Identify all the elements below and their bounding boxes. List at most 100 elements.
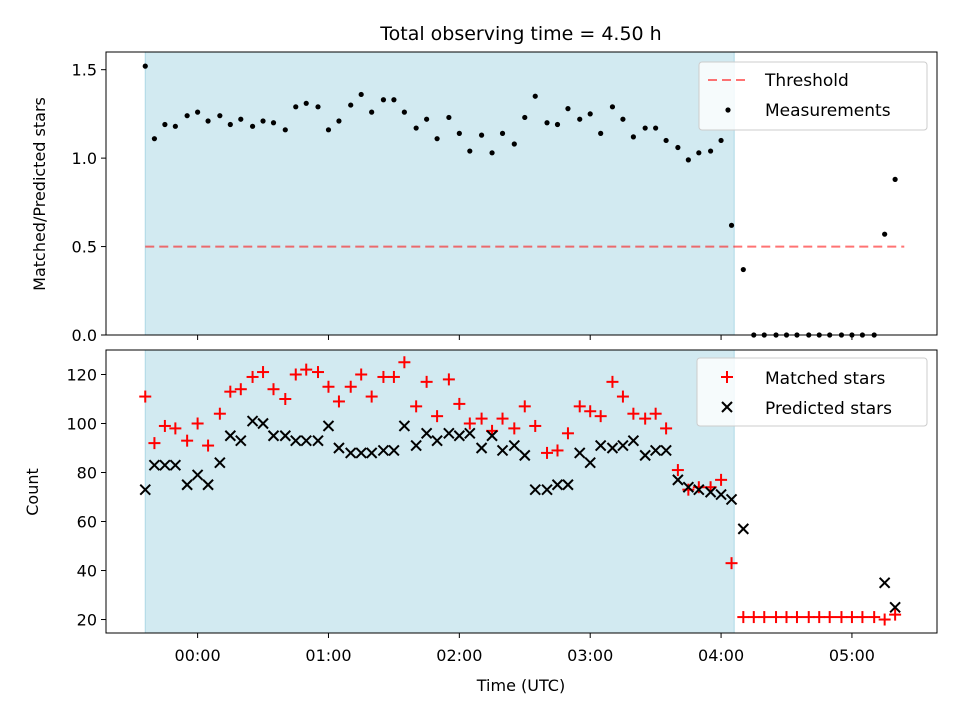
predicted-marker-b bbox=[431, 434, 443, 447]
top-y-tick-label: 1.5 bbox=[72, 61, 97, 80]
measurement-point bbox=[227, 121, 233, 128]
matched-star-marker bbox=[692, 481, 705, 494]
matched-star-marker bbox=[191, 417, 204, 430]
matched-star-marker bbox=[627, 407, 640, 420]
predicted-star-marker bbox=[159, 459, 171, 471]
matched-star-marker bbox=[541, 446, 554, 459]
measurement-point bbox=[478, 132, 485, 138]
predicted-star-marker bbox=[486, 430, 498, 442]
matched-star-marker bbox=[802, 611, 815, 624]
measurement-point bbox=[467, 148, 473, 154]
matched-star-marker bbox=[606, 375, 619, 388]
matched-star-marker bbox=[453, 397, 466, 410]
predicted-marker-b bbox=[267, 430, 280, 442]
measurement-point bbox=[532, 93, 538, 99]
matched-star-marker bbox=[410, 400, 423, 413]
matched-star-marker bbox=[224, 385, 237, 398]
matched-star-marker bbox=[442, 373, 455, 386]
bottom-y-axis-label: Count bbox=[23, 468, 42, 516]
predicted-star-marker bbox=[333, 442, 345, 454]
measurement-point bbox=[162, 121, 168, 128]
measurement-point bbox=[303, 100, 309, 106]
measurement-point bbox=[740, 266, 746, 273]
measurement-point bbox=[685, 157, 691, 163]
matched-star-marker bbox=[573, 400, 586, 413]
predicted-star-marker bbox=[496, 444, 509, 457]
top-panel: 0.0 0.5 1.0 1.5 Matched/Predicted stars Thr… bbox=[30, 51, 938, 345]
measurement-point bbox=[892, 176, 898, 182]
predicted-star-marker bbox=[574, 447, 586, 459]
predicted-star-marker bbox=[202, 479, 214, 491]
matched-star-marker bbox=[529, 419, 542, 432]
measurements-legend-swatch bbox=[725, 107, 731, 113]
matched-star-marker bbox=[377, 370, 390, 383]
top-x-ticks bbox=[197, 335, 853, 340]
measurement-point bbox=[293, 104, 299, 110]
predicted-marker-b bbox=[889, 601, 901, 613]
predicted-star-marker bbox=[214, 457, 226, 469]
predicted-star-marker bbox=[639, 449, 651, 462]
predicted-star-marker bbox=[443, 427, 455, 440]
predicted-star-marker bbox=[606, 442, 619, 454]
predicted-marker-b bbox=[660, 444, 672, 457]
predicted-star-marker bbox=[312, 434, 324, 447]
measurement-point bbox=[380, 97, 387, 103]
matched-star-marker bbox=[463, 417, 476, 430]
predicted-marker-b bbox=[649, 444, 662, 457]
measurement-point bbox=[456, 130, 462, 136]
predicted-marker-b bbox=[715, 488, 727, 501]
bottom-x-ticks: 00:00 01:00 02:00 03:00 04:00 05:00 bbox=[175, 633, 875, 665]
matched-star-marker bbox=[649, 407, 662, 420]
matched-star-marker bbox=[780, 611, 793, 624]
top-legend: Threshold Measurements bbox=[698, 61, 928, 131]
predicted-marker-b bbox=[541, 483, 553, 496]
predicted-star-marker bbox=[737, 523, 750, 535]
predicted-marker-b bbox=[159, 459, 171, 471]
measurement-point bbox=[598, 130, 604, 136]
matched-star-marker bbox=[594, 410, 607, 423]
measurement-point bbox=[238, 116, 244, 122]
measurement-point bbox=[325, 127, 332, 133]
matched-star-marker bbox=[322, 380, 335, 393]
matched-star-marker bbox=[169, 422, 182, 435]
measurement-point bbox=[348, 102, 354, 108]
matched-star-marker bbox=[508, 422, 521, 435]
top-legend-box bbox=[698, 61, 928, 131]
predicted-marker-b bbox=[443, 427, 455, 440]
predicted-star-marker bbox=[594, 439, 607, 452]
matched-legend-label: Matched stars bbox=[765, 369, 885, 389]
matched-star-marker bbox=[561, 427, 574, 440]
matched-star-marker bbox=[823, 611, 836, 624]
predicted-star-marker bbox=[235, 434, 247, 447]
measurement-point bbox=[544, 120, 550, 126]
predicted-star-marker bbox=[551, 479, 564, 491]
predicted-star-marker bbox=[345, 447, 357, 459]
predicted-star-marker bbox=[453, 430, 466, 442]
measurement-point bbox=[489, 150, 495, 156]
measurement-point bbox=[675, 144, 681, 151]
predicted-marker-b bbox=[191, 469, 204, 481]
measurement-point bbox=[391, 97, 397, 103]
top-y-ticks: 0.0 0.5 1.0 1.5 bbox=[72, 61, 106, 345]
bottom-y-tick-label: 60 bbox=[77, 513, 97, 532]
predicted-star-marker bbox=[475, 442, 488, 454]
predicted-marker-b bbox=[312, 434, 324, 447]
predicted-star-marker bbox=[181, 479, 193, 491]
predicted-marker-b bbox=[574, 447, 586, 459]
x-tick-label: 02:00 bbox=[436, 646, 482, 665]
predicted-marker-b bbox=[345, 447, 357, 459]
predicted-star-marker bbox=[704, 486, 717, 498]
predicted-marker-b bbox=[519, 449, 531, 462]
matched-star-marker bbox=[725, 557, 738, 570]
matched-star-marker bbox=[856, 611, 869, 624]
measurement-point bbox=[565, 106, 571, 112]
predicted-marker-b bbox=[202, 479, 214, 491]
predicted-star-marker bbox=[889, 601, 901, 613]
predicted-star-marker bbox=[365, 447, 378, 459]
predicted-marker-b bbox=[551, 479, 564, 491]
predicted-marker-b bbox=[594, 439, 607, 452]
measurement-point bbox=[642, 125, 648, 131]
matched-star-marker bbox=[300, 363, 313, 376]
measurement-point bbox=[696, 150, 702, 156]
